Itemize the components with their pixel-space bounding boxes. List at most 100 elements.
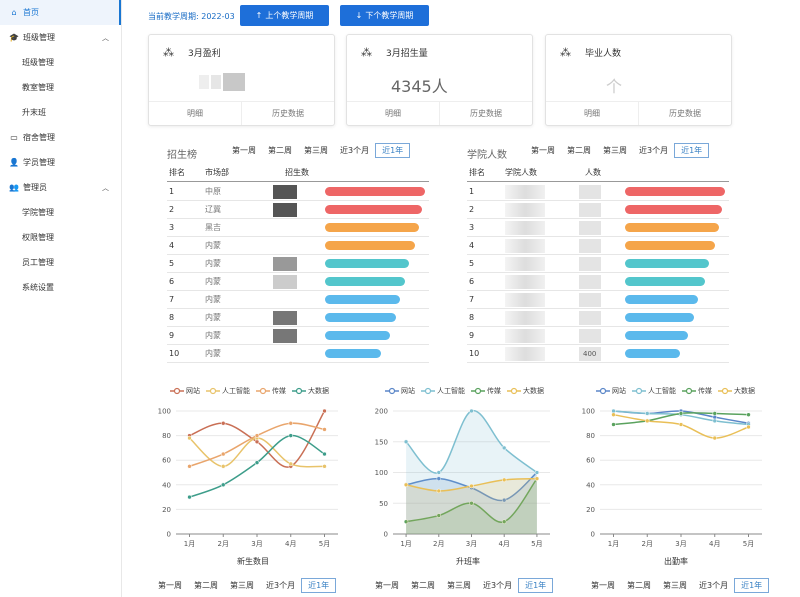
sidebar-item[interactable]: 👥 管理员 ︿ <box>0 175 121 200</box>
detail-link[interactable]: 明细 <box>187 109 203 118</box>
data-point[interactable] <box>712 435 717 441</box>
period-tab[interactable]: 近1年 <box>301 578 337 593</box>
data-point[interactable] <box>288 421 293 426</box>
sidebar-item[interactable]: 班级管理 <box>0 50 121 75</box>
data-point[interactable] <box>645 418 650 424</box>
data-point[interactable] <box>221 464 226 469</box>
data-point[interactable] <box>322 408 327 414</box>
legend-item[interactable]: 网站 <box>170 386 200 396</box>
data-point[interactable] <box>436 513 442 518</box>
history-link[interactable]: 历史数据 <box>638 102 731 125</box>
data-point[interactable] <box>534 470 540 475</box>
sidebar-item[interactable]: ⌂ 首页 <box>0 0 121 25</box>
period-tab[interactable]: 第二周 <box>268 146 292 155</box>
history-link[interactable]: 历史数据 <box>439 102 532 125</box>
data-point[interactable] <box>322 464 327 469</box>
data-point[interactable] <box>221 482 226 488</box>
data-point[interactable] <box>322 451 327 457</box>
period-tab[interactable]: 近3个月 <box>699 581 729 590</box>
period-tab[interactable]: 第三周 <box>663 581 687 590</box>
sidebar-item[interactable]: 权限管理 <box>0 225 121 250</box>
period-tab[interactable]: 近1年 <box>674 143 710 158</box>
sidebar-item[interactable]: 员工管理 <box>0 250 121 275</box>
period-tab[interactable]: 第一周 <box>158 581 182 590</box>
legend-item[interactable]: 网站 <box>596 386 626 396</box>
sidebar-item[interactable]: 教室管理 <box>0 75 121 100</box>
data-point[interactable] <box>254 439 260 444</box>
data-point[interactable] <box>403 439 409 444</box>
history-link[interactable]: 历史数据 <box>241 102 334 125</box>
data-point[interactable] <box>436 476 442 481</box>
detail-link[interactable]: 明细 <box>584 109 600 118</box>
data-point[interactable] <box>611 408 616 414</box>
data-point[interactable] <box>746 424 751 430</box>
period-tab[interactable]: 近3个月 <box>340 146 370 155</box>
data-point[interactable] <box>469 408 474 414</box>
sidebar-item[interactable]: 系统设置 <box>0 275 121 300</box>
data-point[interactable] <box>746 412 751 417</box>
data-point[interactable] <box>403 519 409 524</box>
data-point[interactable] <box>254 460 260 465</box>
period-tab[interactable]: 第一周 <box>591 581 615 590</box>
sidebar-item[interactable]: 🎓 班级管理 ︿ <box>0 25 121 50</box>
legend-item[interactable]: 传媒 <box>256 386 286 396</box>
period-tab[interactable]: 第三周 <box>304 146 328 155</box>
period-tab[interactable]: 第一周 <box>232 146 256 155</box>
data-point[interactable] <box>501 445 507 451</box>
data-point[interactable] <box>403 482 409 488</box>
period-tab[interactable]: 第二周 <box>411 581 435 590</box>
data-point[interactable] <box>501 477 507 483</box>
data-point[interactable] <box>611 412 616 417</box>
data-point[interactable] <box>288 461 293 467</box>
data-point[interactable] <box>187 435 192 441</box>
data-point[interactable] <box>436 488 442 494</box>
data-point[interactable] <box>501 497 507 503</box>
data-point[interactable] <box>678 422 684 427</box>
period-tab[interactable]: 第二周 <box>567 146 591 155</box>
data-point[interactable] <box>254 433 260 438</box>
data-point[interactable] <box>712 411 717 416</box>
legend-item[interactable]: 大数据 <box>718 386 755 396</box>
data-point[interactable] <box>221 421 226 426</box>
legend-item[interactable]: 大数据 <box>292 386 329 396</box>
legend-item[interactable]: 人工智能 <box>206 386 250 396</box>
data-point[interactable] <box>712 418 717 424</box>
legend-item[interactable]: 网站 <box>385 386 415 396</box>
period-tab[interactable]: 第三周 <box>603 146 627 155</box>
data-point[interactable] <box>436 470 442 475</box>
period-tab[interactable]: 近3个月 <box>639 146 669 155</box>
legend-item[interactable]: 传媒 <box>471 386 501 396</box>
data-point[interactable] <box>645 411 650 416</box>
data-point[interactable] <box>288 433 293 438</box>
next-period-button[interactable]: ↓ 下个教学周期 <box>340 5 429 26</box>
data-point[interactable] <box>712 414 717 420</box>
period-tab[interactable]: 第三周 <box>447 581 471 590</box>
legend-item[interactable]: 大数据 <box>507 386 544 396</box>
data-point[interactable] <box>501 519 507 524</box>
sidebar-item[interactable]: 👤 学员管理 <box>0 150 121 175</box>
period-tab[interactable]: 第二周 <box>194 581 218 590</box>
data-point[interactable] <box>187 494 192 500</box>
data-point[interactable] <box>534 476 540 481</box>
period-tab[interactable]: 近3个月 <box>266 581 296 590</box>
legend-item[interactable]: 人工智能 <box>421 386 465 396</box>
data-point[interactable] <box>678 411 684 416</box>
detail-link[interactable]: 明细 <box>385 109 401 118</box>
legend-item[interactable]: 人工智能 <box>632 386 676 396</box>
data-point[interactable] <box>469 483 474 489</box>
period-tab[interactable]: 近1年 <box>734 578 770 593</box>
sidebar-item[interactable]: ▭ 宿舍管理 <box>0 125 121 150</box>
data-point[interactable] <box>322 427 327 432</box>
data-point[interactable] <box>221 451 226 457</box>
period-tab[interactable]: 近1年 <box>518 578 554 593</box>
sidebar-item[interactable]: 学院管理 <box>0 200 121 225</box>
period-tab[interactable]: 第三周 <box>230 581 254 590</box>
legend-item[interactable]: 传媒 <box>682 386 712 396</box>
data-point[interactable] <box>187 464 192 469</box>
period-tab[interactable]: 第二周 <box>627 581 651 590</box>
period-tab[interactable]: 第一周 <box>375 581 399 590</box>
period-tab[interactable]: 近1年 <box>375 143 411 158</box>
data-point[interactable] <box>469 501 474 506</box>
sidebar-item[interactable]: 升末班 <box>0 100 121 125</box>
data-point[interactable] <box>611 422 616 427</box>
